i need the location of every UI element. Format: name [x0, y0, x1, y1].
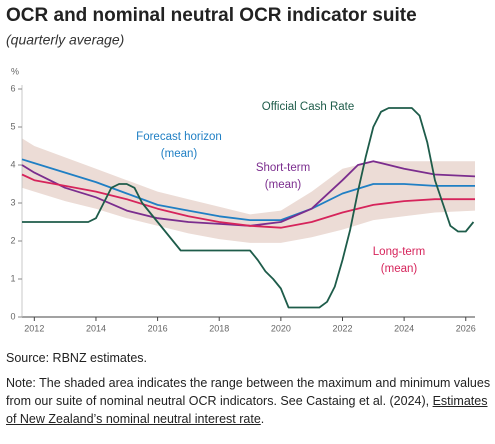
note-end: . [260, 412, 265, 426]
source: Source: RBNZ estimates. [6, 351, 148, 365]
y-unit: % [11, 66, 19, 76]
x-tick-label: 2018 [209, 323, 229, 333]
y-tick-label: 6 [10, 83, 15, 93]
y-tick-label: 4 [10, 159, 15, 169]
x-tick-label: 2020 [271, 323, 291, 333]
series-label: Long-term [373, 246, 425, 258]
series-label: Official Cash Rate [262, 101, 354, 113]
series-label: Forecast horizon [136, 131, 222, 143]
y-tick-label: 1 [10, 273, 15, 283]
series-line [22, 107, 475, 309]
series-label: (mean) [381, 263, 418, 275]
chart-subtitle: (quarterly average) [6, 32, 124, 48]
note-link[interactable]: Estimates of New Zealand’s nominal neutr… [6, 394, 488, 426]
chart: OCR and nominal neutral OCR indicator su… [6, 5, 476, 333]
note: Note: The shaded area indicates the rang… [6, 374, 492, 428]
x-tick-label: 2024 [394, 323, 414, 333]
series-line [21, 158, 475, 221]
series-label: (mean) [161, 148, 198, 160]
series-label: (mean) [265, 179, 302, 191]
chart-title: OCR and nominal neutral OCR indicator su… [6, 5, 417, 26]
y-tick-label: 0 [10, 311, 15, 321]
x-tick-label: 2026 [456, 323, 476, 333]
series-label: Short-term [256, 162, 310, 174]
y-tick-label: 3 [10, 197, 15, 207]
y-tick-label: 2 [10, 235, 15, 245]
y-tick-label: 5 [10, 121, 15, 131]
x-tick-label: 2012 [24, 323, 44, 333]
note-text: Note: The shaded area indicates the rang… [6, 376, 491, 408]
x-tick-label: 2022 [332, 323, 352, 333]
x-tick-label: 2014 [86, 323, 106, 333]
x-tick-label: 2016 [148, 323, 168, 333]
series-line [21, 173, 475, 229]
